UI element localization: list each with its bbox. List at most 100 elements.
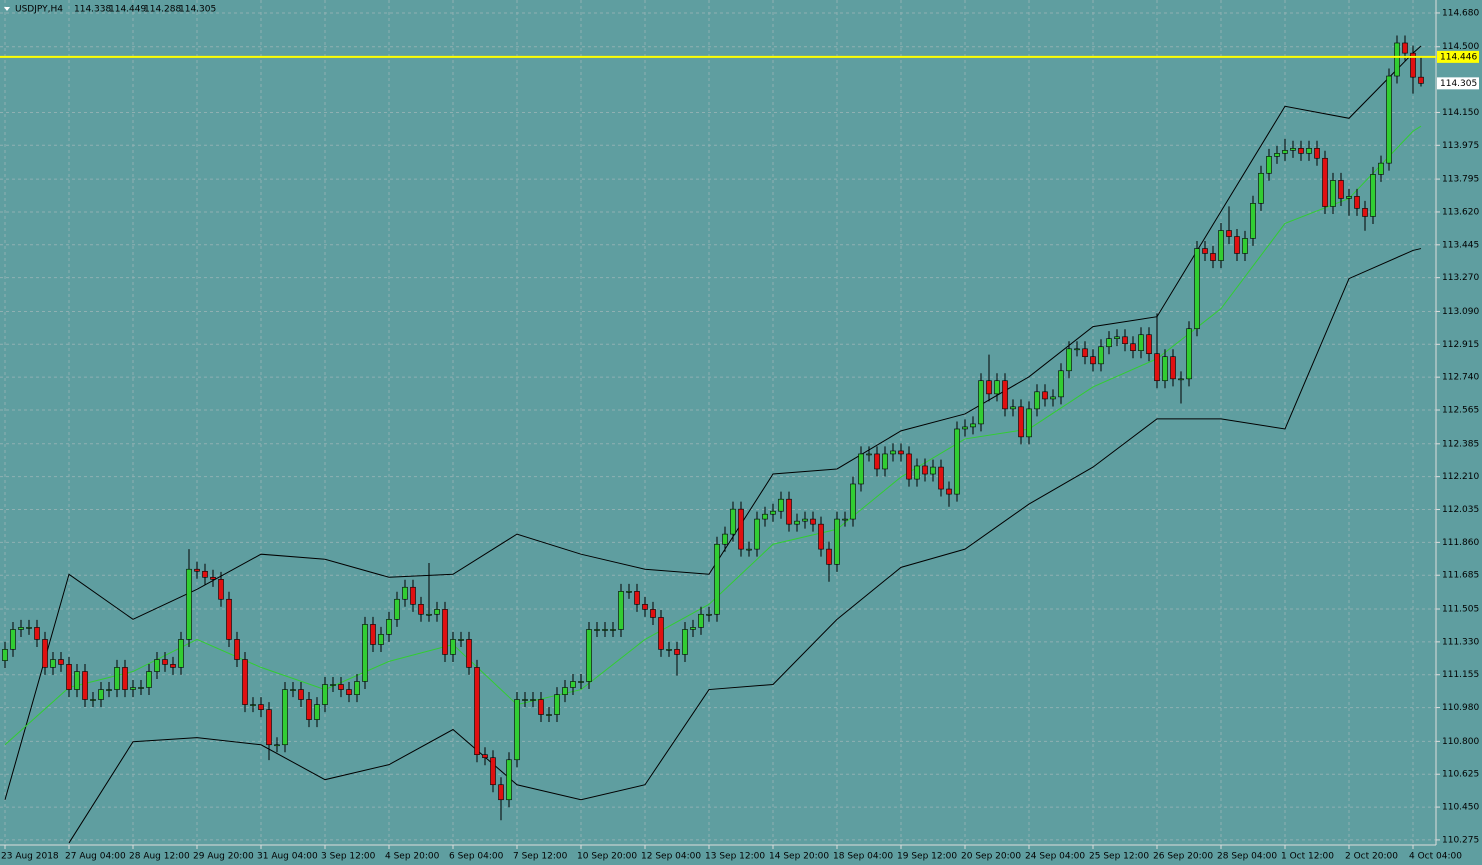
candle-body <box>834 518 840 565</box>
candle-body <box>386 619 392 635</box>
candle-body <box>882 453 888 470</box>
candle-body <box>290 689 296 691</box>
candle-body <box>1122 336 1128 345</box>
candle-body <box>818 523 824 550</box>
y-tick-label: 111.155 <box>1442 670 1479 680</box>
y-tick-label: 110.450 <box>1442 803 1479 813</box>
candle-body <box>10 629 16 650</box>
x-tick-label: 7 Sep 12:00 <box>513 852 568 862</box>
candle-body <box>274 744 280 747</box>
candle-body <box>50 659 56 668</box>
candle-body <box>1114 336 1120 339</box>
candle-body <box>314 704 320 720</box>
candle-body <box>410 586 416 605</box>
candle-body <box>154 659 160 672</box>
x-tick-label: 23 Aug 2018 <box>1 852 59 862</box>
candle-body <box>842 518 848 521</box>
candle-body <box>930 466 936 475</box>
candle-body <box>730 508 736 535</box>
x-tick-label: 28 Sep 04:00 <box>1217 852 1277 862</box>
candle-body <box>826 548 832 565</box>
candle-body <box>546 714 552 716</box>
y-tick-label: 112.565 <box>1442 406 1479 416</box>
candle-body <box>1314 148 1320 159</box>
candle-body <box>1402 42 1408 54</box>
candle-body <box>1282 150 1288 154</box>
x-tick-label: 4 Oct 04:00 <box>1409 852 1462 862</box>
candle-body <box>1170 356 1176 380</box>
candle-body <box>1410 52 1416 78</box>
candle-body <box>498 784 504 801</box>
candle-body <box>298 689 304 700</box>
candle-body <box>210 576 216 580</box>
x-tick-label: 1 Oct 12:00 <box>1281 852 1334 862</box>
x-tick-label: 18 Sep 04:00 <box>833 852 893 862</box>
candle-body <box>194 568 200 572</box>
candle-body <box>970 423 976 428</box>
candle-body <box>306 699 312 720</box>
candle-body <box>130 687 136 690</box>
candle-body <box>1386 75 1392 164</box>
candle-body <box>98 689 104 700</box>
candle-body <box>322 684 328 705</box>
candle-body <box>642 604 648 610</box>
candle-body <box>186 568 192 640</box>
x-tick-label: 10 Sep 20:00 <box>577 852 637 862</box>
header: USDJPY,H4 114.338 114.449 114.288 114.30… <box>4 5 216 15</box>
candle-body <box>170 664 176 668</box>
candle-body <box>1034 391 1040 410</box>
candle-body <box>1274 153 1280 157</box>
candle-body <box>226 598 232 640</box>
x-tick-label: 14 Sep 20:00 <box>769 852 829 862</box>
x-tick-label: 12 Sep 04:00 <box>641 852 701 862</box>
x-tick-label: 25 Sep 12:00 <box>1089 852 1149 862</box>
candle-body <box>458 639 464 641</box>
candle-body <box>282 689 288 746</box>
candle-body <box>570 681 576 688</box>
candle-body <box>1162 356 1168 382</box>
candle-body <box>698 613 704 628</box>
level-label-box <box>1437 50 1479 63</box>
candle-body <box>66 664 72 690</box>
level-label: 114.446 <box>1440 52 1477 62</box>
x-tick-label: 27 Aug 04:00 <box>65 852 126 862</box>
candle-body <box>482 754 488 759</box>
candle-body <box>1210 253 1216 261</box>
y-tick-label: 111.860 <box>1442 538 1479 548</box>
candle-body <box>1258 172 1264 204</box>
candle-body <box>58 659 64 665</box>
candle-body <box>1010 406 1016 410</box>
y-tick-label: 110.275 <box>1442 835 1479 845</box>
candle-body <box>34 627 40 640</box>
menu-arrow[interactable] <box>4 7 10 11</box>
price-label: 114.305 <box>1440 79 1477 89</box>
candle-body <box>138 687 144 689</box>
candle-body <box>562 687 568 695</box>
candle-body <box>514 699 520 761</box>
candle-body <box>1306 148 1312 154</box>
candle-body <box>74 671 80 690</box>
y-tick-label: 113.270 <box>1442 273 1479 283</box>
candle-body <box>426 613 432 616</box>
candle-body <box>450 639 456 655</box>
candle-body <box>1322 157 1328 207</box>
candle-body <box>1066 348 1072 372</box>
candle-body <box>1394 42 1400 77</box>
candle-body <box>554 694 560 715</box>
candle-body <box>890 450 896 455</box>
candle-body <box>394 598 400 620</box>
x-tick-label: 24 Sep 04:00 <box>1025 852 1085 862</box>
candle-body <box>1346 196 1352 199</box>
candle-body <box>650 609 656 618</box>
candle-body <box>1338 180 1344 199</box>
y-tick-label: 113.445 <box>1442 240 1479 250</box>
y-tick-label: 114.500 <box>1442 42 1479 52</box>
candle-body <box>866 453 872 456</box>
candle-body <box>1082 348 1088 357</box>
candle-body <box>250 704 256 706</box>
candle-body <box>914 465 920 480</box>
candle-body <box>490 757 496 786</box>
candle-body <box>1018 406 1024 438</box>
candle-body <box>1370 174 1376 217</box>
